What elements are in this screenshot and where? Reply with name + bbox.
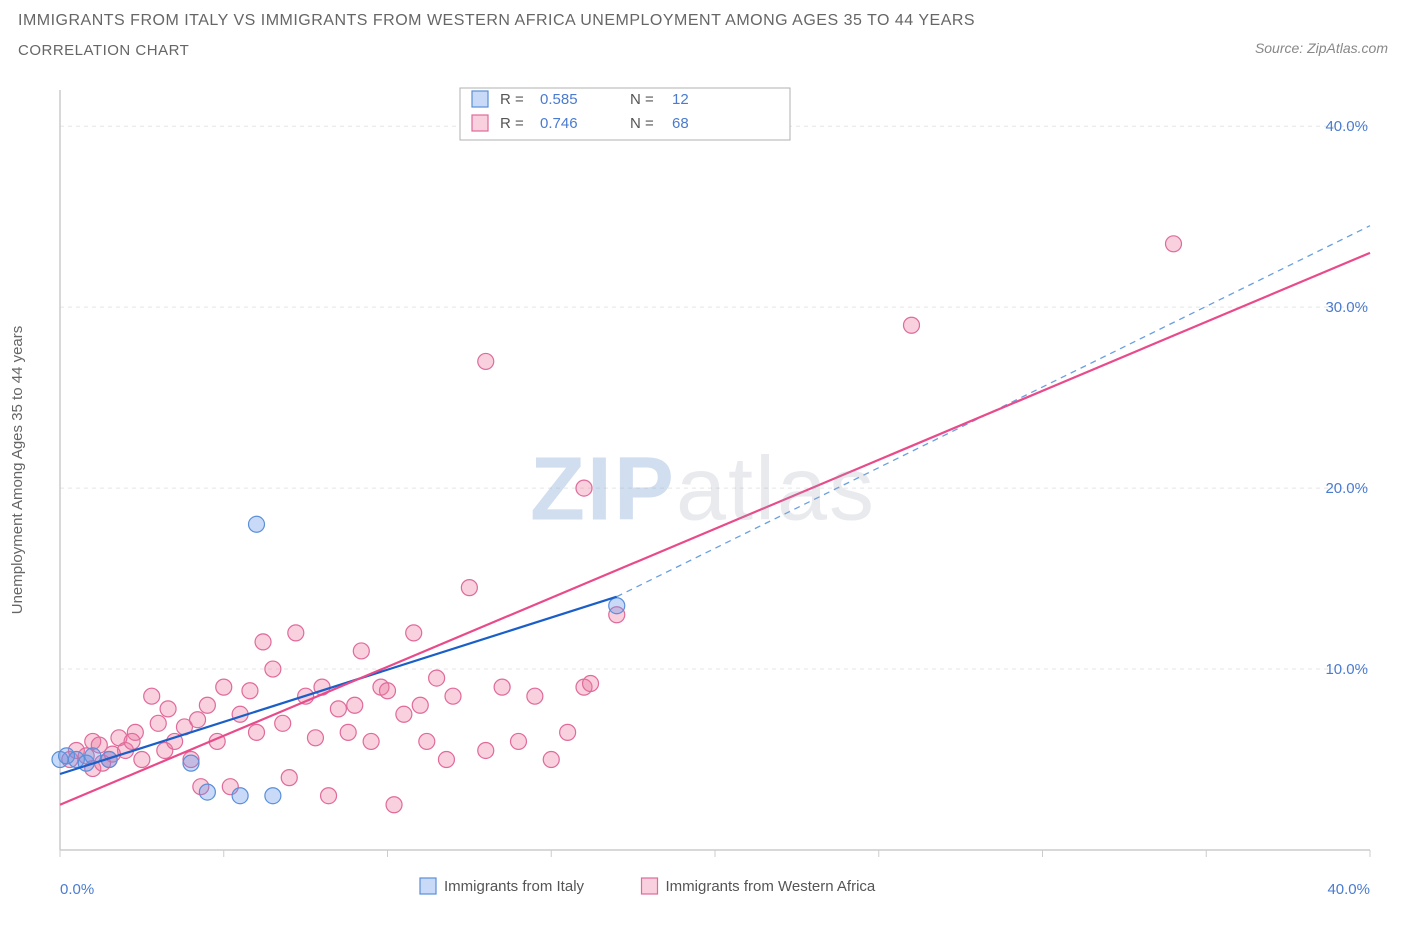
chart-area: 10.0% 20.0% 30.0% 40.0% 0.0% 40.0% Unemploymen… — [0, 80, 1406, 900]
svg-text:Immigrants from Western Africa: Immigrants from Western Africa — [666, 878, 876, 895]
svg-text:0.746: 0.746 — [540, 115, 578, 132]
chart-title: IMMIGRANTS FROM ITALY VS IMMIGRANTS FROM… — [18, 12, 975, 59]
svg-text:0.585: 0.585 — [540, 91, 578, 108]
title-line-1: IMMIGRANTS FROM ITALY VS IMMIGRANTS FROM… — [18, 12, 975, 30]
svg-text:30.0%: 30.0% — [1325, 299, 1368, 316]
title-line-2: CORRELATION CHART — [18, 42, 975, 59]
svg-text:68: 68 — [672, 115, 689, 132]
svg-text:Unemployment Among Ages 35 to: Unemployment Among Ages 35 to 44 years — [9, 326, 26, 615]
svg-text:40.0%: 40.0% — [1325, 118, 1368, 135]
correlation-chart: 10.0% 20.0% 30.0% 40.0% 0.0% 40.0% Unemploymen… — [0, 80, 1406, 900]
svg-text:20.0%: 20.0% — [1325, 480, 1368, 497]
svg-text:10.0%: 10.0% — [1325, 661, 1368, 678]
svg-text:N =: N = — [630, 91, 654, 108]
source-attribution: Source: ZipAtlas.com — [1255, 40, 1388, 56]
svg-text:12: 12 — [672, 91, 689, 108]
svg-text:0.0%: 0.0% — [60, 881, 94, 898]
svg-text:R =: R = — [500, 115, 524, 132]
svg-text:R =: R = — [500, 91, 524, 108]
svg-text:Immigrants from Italy: Immigrants from Italy — [444, 878, 585, 895]
svg-text:40.0%: 40.0% — [1327, 881, 1370, 898]
svg-text:N =: N = — [630, 115, 654, 132]
